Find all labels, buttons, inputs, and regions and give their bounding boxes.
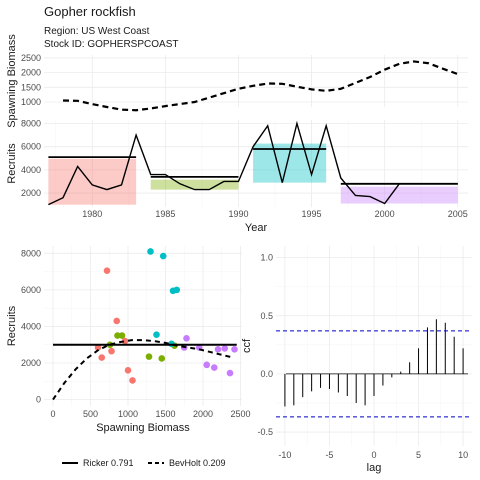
legend-label-bevholt: BevHolt 0.209	[169, 458, 226, 468]
y-axis-label: Recruits	[6, 143, 18, 184]
y-tick-label: 1500	[21, 82, 41, 92]
x-tick-label: 1000	[118, 409, 138, 419]
scatter-point	[231, 346, 238, 353]
bevholt-fit-line	[52, 339, 234, 401]
x-tick-label: -10	[278, 450, 291, 460]
recruits-timeseries-panel: 1980 1985 1990 1995 2000 2005 2000 4000 6000 8000…	[6, 118, 468, 234]
x-tick-label: 10	[458, 450, 468, 460]
y-tick-label: 2000	[21, 188, 41, 198]
x-tick-label: 0	[371, 450, 376, 460]
biomass-line	[62, 60, 459, 112]
scatter-point	[129, 377, 136, 384]
x-tick-label: 1995	[302, 209, 322, 219]
y-tick-label: 0	[36, 395, 41, 405]
scatter-point	[214, 346, 222, 353]
x-tick-label: 0	[50, 409, 55, 419]
x-tick-label: -5	[325, 450, 333, 460]
y-axis-label: ccf	[241, 338, 253, 353]
regime-rect	[150, 179, 239, 190]
scatter-point	[103, 267, 111, 274]
x-tick-label: 5	[416, 450, 421, 460]
x-tick-label: 1500	[155, 409, 175, 419]
x-tick-label: 500	[83, 409, 98, 419]
x-tick-label: 2005	[448, 209, 468, 219]
y-tick-label: 6000	[21, 142, 41, 152]
y-tick-label: 2000	[21, 68, 41, 78]
scatter-point	[94, 344, 102, 351]
recruits-line	[48, 120, 458, 206]
x-tick-label: 1980	[82, 209, 102, 219]
scatter-point	[203, 361, 211, 369]
scatter-point	[158, 355, 166, 362]
scatter-point	[153, 331, 160, 338]
y-tick-label: 4000	[21, 321, 41, 331]
x-axis-label: Spawning Biomass	[96, 422, 190, 434]
legend-label-ricker: Ricker 0.791	[83, 458, 134, 468]
chart-title: Gopher rockfish	[44, 4, 136, 19]
y-tick-label: 2500	[21, 53, 41, 63]
scatter-point	[147, 248, 154, 255]
y-axis-label: Recruits	[6, 305, 18, 346]
scatter-point	[121, 337, 129, 345]
y-tick-label: 2000	[21, 358, 41, 368]
y-axis-label: Spawning Biomass	[6, 34, 18, 128]
regime-rect	[340, 186, 458, 204]
x-axis-label: lag	[367, 462, 382, 474]
x-tick-label: 2500	[230, 409, 250, 419]
y-tick-label: 1000	[21, 97, 41, 107]
x-tick-label: 2000	[375, 209, 395, 219]
ccf-panel: -10 -5 0 5 10 -0.5 0.0 0.5 1.0 ccf lag	[241, 246, 472, 474]
scatter-point	[210, 364, 218, 371]
y-tick-label: 0.5	[260, 311, 273, 321]
x-tick-label: 2000	[193, 409, 213, 419]
regime-rect	[253, 143, 327, 183]
chart-subtitle-region: Region: US West Coast	[44, 26, 150, 37]
scatter-point	[113, 317, 121, 325]
scatter-point	[145, 353, 153, 360]
x-axis-label: Year	[245, 222, 268, 234]
scatter-point	[124, 367, 132, 374]
scatter-point	[118, 332, 126, 339]
y-tick-label: 8000	[21, 248, 41, 258]
y-tick-label: 1.0	[260, 253, 273, 263]
y-tick-label: 4000	[21, 165, 41, 175]
scatter-point	[221, 345, 229, 352]
scatter-point	[159, 252, 167, 260]
scatter-point	[173, 286, 181, 294]
y-tick-label: 8000	[21, 118, 41, 128]
scatter-point	[108, 347, 115, 355]
scatter-point	[98, 354, 106, 361]
y-tick-label: 0.0	[260, 369, 273, 379]
x-tick-label: 1985	[155, 209, 175, 219]
x-tick-label: 1990	[228, 209, 248, 219]
scatter-point	[183, 335, 190, 342]
chart-subtitle-stock: Stock ID: GOPHERSPCOAST	[44, 39, 178, 50]
y-tick-label: 6000	[21, 285, 41, 295]
stock-recruit-panel: 0 500 1000 1500 2000 2500 0 2000 4000 6000 8000 Rec…	[6, 246, 251, 468]
scatter-point	[226, 369, 234, 377]
y-tick-label: -0.5	[257, 427, 273, 437]
